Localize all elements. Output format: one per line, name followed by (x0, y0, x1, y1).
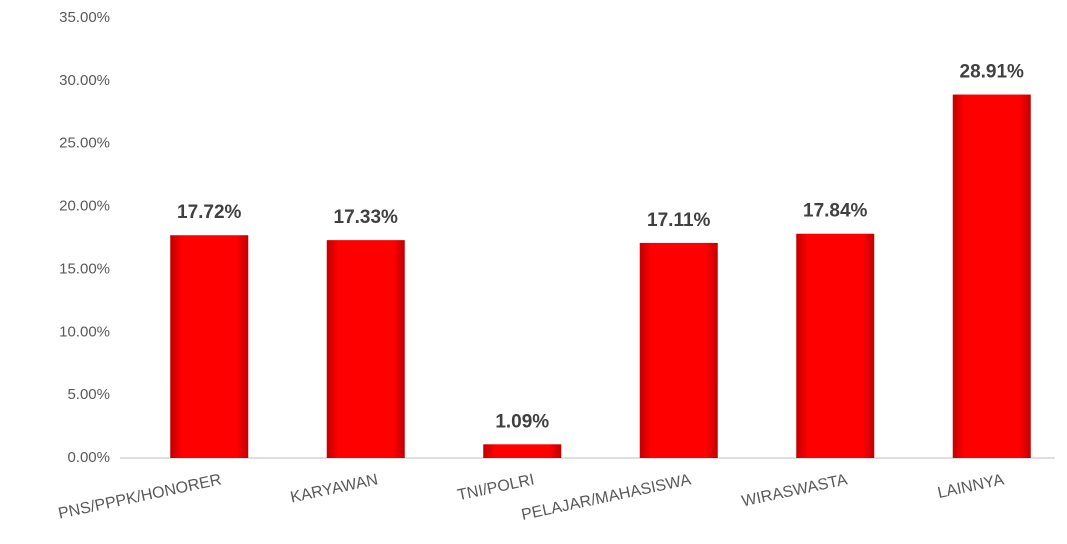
value-label: 17.33% (334, 207, 399, 228)
bar (952, 94, 1031, 458)
bar (170, 235, 249, 458)
bar (483, 444, 562, 458)
x-tick-label: WIRASWASTA (740, 471, 849, 510)
value-label: 17.11% (647, 210, 710, 231)
y-tick-label: 25.00% (59, 135, 110, 152)
y-tick-label: 5.00% (67, 386, 110, 403)
value-label: 28.91% (960, 62, 1025, 83)
value-label: 1.09% (495, 411, 549, 432)
bar (796, 233, 875, 458)
y-tick-label: 10.00% (59, 323, 110, 340)
x-tick-label: KARYAWAN (289, 471, 380, 506)
bar (639, 242, 718, 458)
x-tick-label: PELAJAR/MAHASISWA (520, 471, 693, 524)
bar (326, 240, 405, 458)
x-tick-label: TNI/POLRI (456, 471, 536, 504)
x-tick-label: PNS/PPPK/HONORER (57, 471, 223, 522)
y-tick-label: 35.00% (59, 9, 110, 26)
y-tick-label: 15.00% (59, 260, 110, 277)
value-label: 17.84% (803, 201, 868, 222)
x-tick-label: LAINNYA (936, 471, 1006, 502)
y-tick-label: 30.00% (59, 72, 110, 89)
value-label: 17.72% (177, 202, 242, 223)
y-tick-label: 0.00% (67, 449, 110, 466)
y-tick-label: 20.00% (59, 198, 110, 215)
